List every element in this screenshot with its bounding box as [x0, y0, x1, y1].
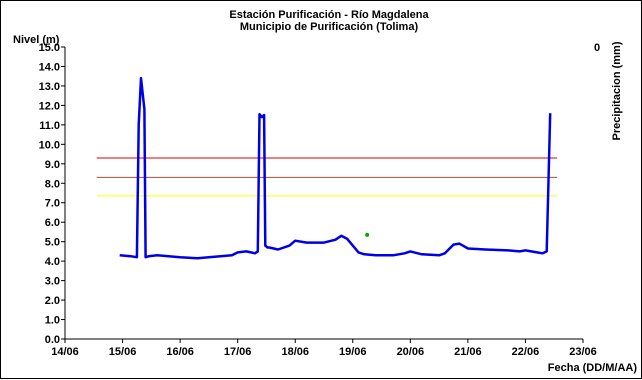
x-tick-label: 23/06 [569, 346, 597, 358]
x-tick-label: 14/06 [51, 346, 79, 358]
series-line [119, 76, 552, 260]
y-tick-label: 14.0 [39, 61, 60, 73]
y2-axis-label: Precipitacion (mm) [611, 41, 623, 140]
y-tick-label: 11.0 [39, 120, 60, 132]
x-axis-label: Fecha (DD/M/AA) [548, 362, 638, 374]
y-tick-label: 4.0 [45, 256, 60, 268]
chart-title: Estación Purificación - Río Magdalena [229, 9, 429, 21]
y-tick-label: 15.0 [39, 42, 60, 54]
y-tick-label: 13.0 [39, 81, 60, 93]
y-tick-label: 7.0 [45, 198, 60, 210]
y-tick-label: 6.0 [45, 217, 60, 229]
chart-subtitle: Municipio de Purificación (Tolima) [240, 21, 419, 33]
y-tick-label: 9.0 [45, 159, 60, 171]
y-tick-label: 1.0 [45, 315, 60, 327]
y-tick-label: 10.0 [39, 139, 60, 151]
y-tick-label: 8.0 [45, 178, 60, 190]
plot-area: 0.0 1.0 2.0 3.0 4.0 5.0 6.0 7.0 8.0 9.0 10.0 11.0 12… [39, 42, 597, 358]
y-tick-label: 3.0 [45, 276, 60, 288]
x-tick-label: 21/06 [454, 346, 482, 358]
y-tick-label: 2.0 [45, 295, 60, 307]
y-tick-label: 0.0 [45, 334, 60, 346]
x-tick-label: 20/06 [397, 346, 425, 358]
data-point [365, 232, 370, 237]
x-tick-label: 16/06 [166, 346, 194, 358]
x-tick-label: 15/06 [109, 346, 137, 358]
x-tick-label: 18/06 [281, 346, 309, 358]
y-axis-label: Nivel (m) [13, 34, 60, 46]
x-tick-label: 17/06 [224, 346, 252, 358]
x-tick-label: 19/06 [339, 346, 367, 358]
y-tick-label: 5.0 [45, 237, 60, 249]
y2-tick-label: 0 [594, 42, 600, 54]
y-tick-label: 12.0 [39, 100, 60, 112]
x-tick-label: 22/06 [512, 346, 540, 358]
